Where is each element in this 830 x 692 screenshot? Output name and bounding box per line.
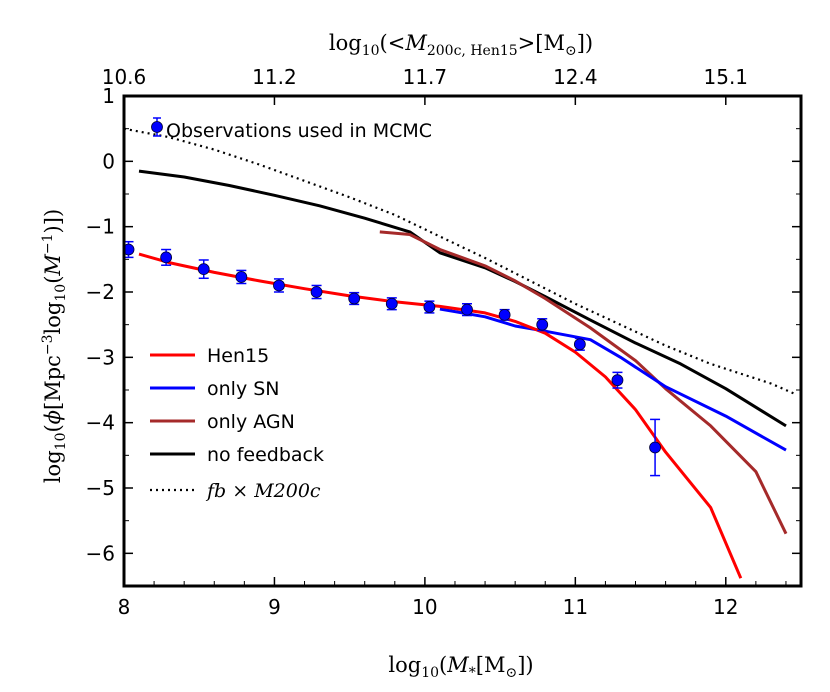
observation-point <box>385 297 398 310</box>
y-tick-label: −2 <box>86 280 115 304</box>
observation-point <box>235 271 248 283</box>
series-line-no-feedback <box>138 169 787 428</box>
top-tick-label: 11.2 <box>252 65 297 89</box>
top-tick-label: 11.7 <box>403 65 448 89</box>
y-tick-label: 0 <box>102 149 115 173</box>
y-tick-label: −4 <box>86 411 115 435</box>
observation-point <box>197 263 210 276</box>
top-tick-label: 12.4 <box>553 65 598 89</box>
observation-point <box>498 308 511 321</box>
legend-label-only-sn: only SN <box>207 378 280 400</box>
observation-point <box>611 374 624 387</box>
legend: Observations used in MCMC Hen15 only SN … <box>166 120 432 502</box>
series-line-only-agn <box>379 230 788 535</box>
y-tick-label: 1 <box>102 84 115 108</box>
legend-label-only-agn: only AGN <box>207 411 295 433</box>
series-line-fb-m200c <box>124 127 794 395</box>
observation-point <box>160 251 173 264</box>
legend-observation-marker <box>151 121 163 133</box>
observation-point <box>273 279 285 292</box>
top-tick-label: 10.6 <box>102 65 147 89</box>
observation-point <box>310 286 323 298</box>
x-tick-label: 8 <box>118 595 131 619</box>
observation-point <box>461 303 473 316</box>
series-line-only-sn <box>439 307 787 452</box>
legend-label-no-feedback: no feedback <box>207 444 324 466</box>
y-tick-label: −1 <box>86 215 115 239</box>
observation-point <box>573 338 586 351</box>
plot-frame <box>122 94 803 588</box>
legend-observations-label: Observations used in MCMC <box>166 120 432 142</box>
observation-point <box>423 301 436 313</box>
observation-point <box>348 292 361 305</box>
x-axis-label: log10(M*[M⊙]) <box>388 653 533 681</box>
x-tick-label: 9 <box>268 595 281 619</box>
top-axis-label: log10(<M200c, Hen15>[M⊙]) <box>329 31 593 59</box>
y-axis-label: log10(ϕ[Mpc−3log10(M−1)]) <box>40 209 69 483</box>
x-tick-label: 12 <box>713 595 738 619</box>
y-tick-label: −3 <box>86 345 115 369</box>
observation-point <box>536 318 549 331</box>
y-tick-label: −5 <box>86 476 115 500</box>
legend-label-hen15: Hen15 <box>207 345 269 367</box>
x-tick-label: 11 <box>563 595 588 619</box>
y-tick-label: −6 <box>86 541 115 565</box>
legend-label-fb-m200c: fb × M200c <box>205 480 321 502</box>
x-tick-label: 10 <box>412 595 437 619</box>
top-tick-label: 15.1 <box>704 65 749 89</box>
observation-point <box>649 441 661 454</box>
